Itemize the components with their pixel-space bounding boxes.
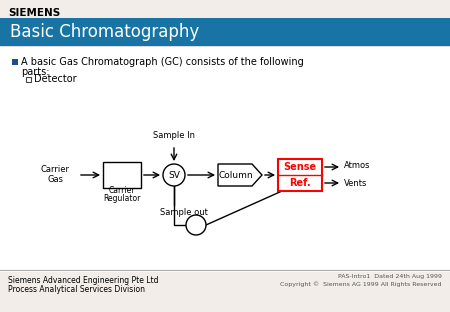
Text: Basic Chromatography: Basic Chromatography: [10, 23, 199, 41]
Bar: [26, 77, 31, 82]
Text: PAS-Intro1  Dated 24th Aug 1999: PAS-Intro1 Dated 24th Aug 1999: [338, 274, 442, 279]
Bar: [0, 18, 450, 272]
Bar: [278, 159, 322, 191]
Circle shape: [163, 164, 185, 186]
Polygon shape: [218, 164, 262, 186]
Text: Copyright ©  Siemens AG 1999 All Rights Reserved: Copyright © Siemens AG 1999 All Rights R…: [280, 281, 442, 287]
Text: parts:: parts:: [21, 67, 50, 77]
Text: Gas: Gas: [47, 175, 63, 184]
Text: Carrier: Carrier: [40, 165, 69, 174]
Text: Process Analytical Services Division: Process Analytical Services Division: [8, 285, 145, 294]
Text: Ref.: Ref.: [289, 178, 311, 188]
Text: Detector: Detector: [34, 75, 76, 85]
Text: Sample out: Sample out: [160, 208, 208, 217]
Text: Sample In: Sample In: [153, 131, 195, 140]
Text: Atmos: Atmos: [344, 160, 370, 169]
Text: SIEMENS: SIEMENS: [8, 8, 60, 18]
Text: Vents: Vents: [344, 178, 367, 188]
Text: Carrier: Carrier: [109, 186, 135, 195]
Bar: [103, 162, 141, 188]
Bar: [0, 18, 450, 46]
Bar: [12, 59, 18, 65]
Text: Column: Column: [219, 170, 253, 179]
Text: Sense: Sense: [284, 162, 316, 172]
Text: A basic Gas Chromatograph (GC) consists of the following: A basic Gas Chromatograph (GC) consists …: [21, 57, 304, 67]
Text: SV: SV: [168, 170, 180, 179]
Circle shape: [186, 215, 206, 235]
Text: Siemens Advanced Engineering Pte Ltd: Siemens Advanced Engineering Pte Ltd: [8, 276, 158, 285]
Text: Regulator: Regulator: [104, 194, 141, 203]
